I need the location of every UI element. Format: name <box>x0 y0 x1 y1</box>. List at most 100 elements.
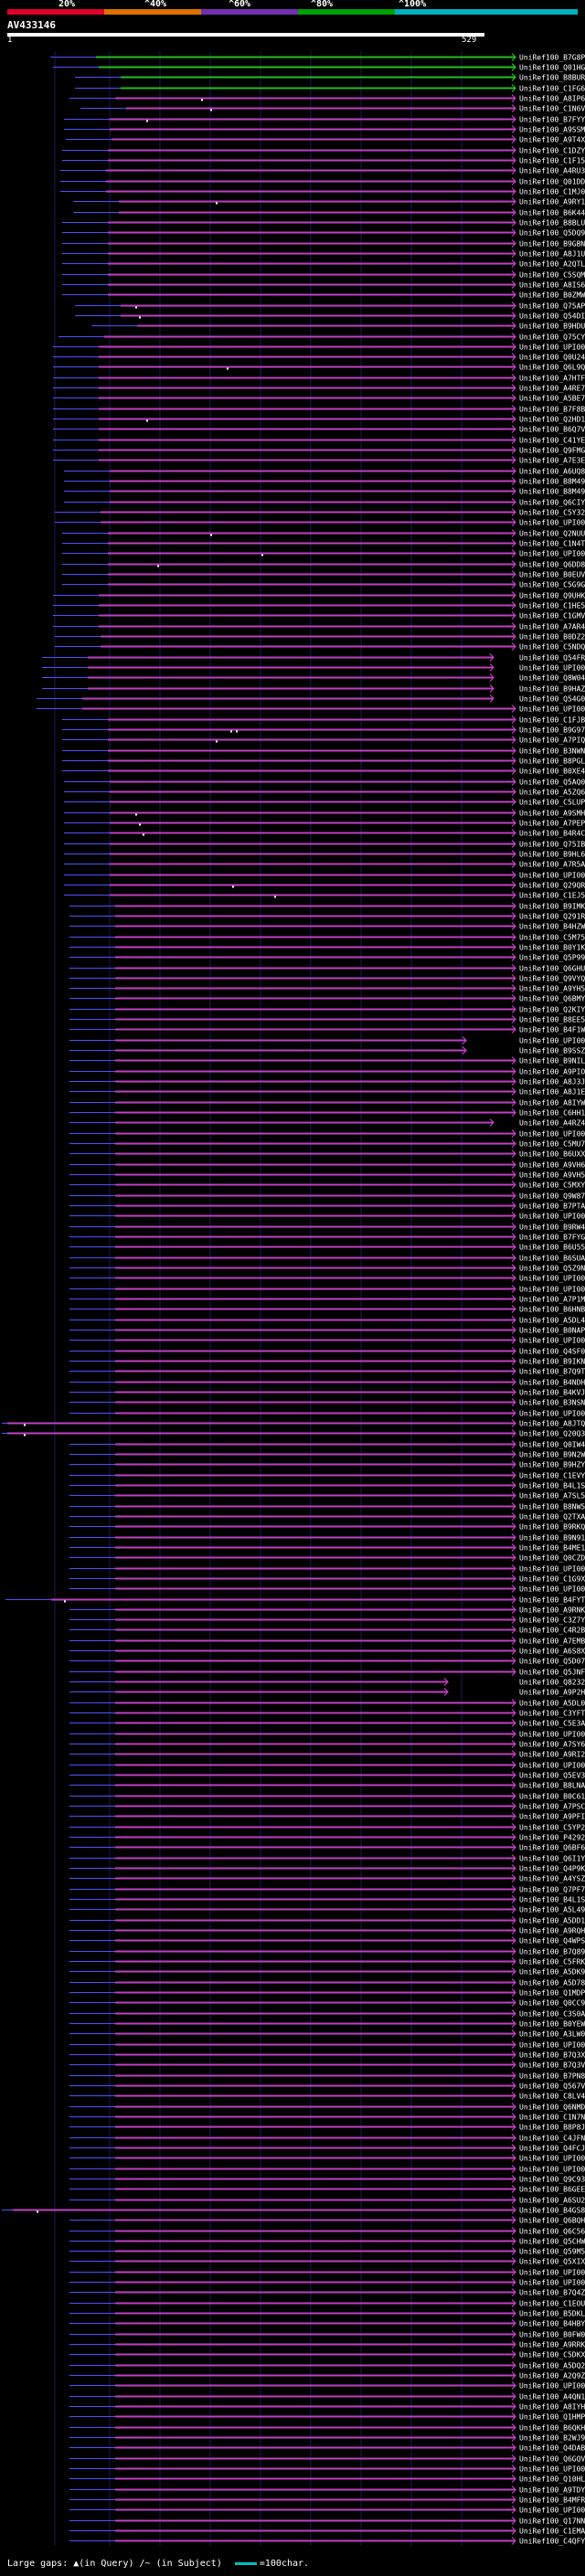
hit-row[interactable]: UniRef100_Q5AQ06 <box>64 778 585 787</box>
hit-row[interactable]: UniRef100_Q5JNF1 <box>69 1668 585 1677</box>
hit-row[interactable]: UniRef100_A9P2H2 <box>69 1688 585 1697</box>
hit-row[interactable]: UniRef100_Q4FCJ3 <box>69 2144 585 2153</box>
hit-label[interactable]: UniRef100_A7E3E9 <box>519 457 585 465</box>
hit-row[interactable]: UniRef100_B9NIL3 <box>69 1056 585 1065</box>
hit-label[interactable]: UniRef100_B9RKQ0 <box>519 1523 585 1532</box>
hit-row[interactable]: UniRef100_A9PFI8 <box>69 1812 585 1821</box>
hit-row[interactable]: UniRef100_Q0U242 <box>53 353 585 362</box>
hit-label[interactable]: UniRef100_Q29QR0 <box>519 882 585 890</box>
hit-label[interactable]: UniRef100_C5M751 <box>519 934 585 942</box>
hit-label[interactable]: UniRef100_B6U552 <box>519 1244 585 1252</box>
hit-row[interactable]: UniRef100_UPI000... <box>69 2465 585 2474</box>
hit-label[interactable]: UniRef100_UPI000... <box>519 1337 585 1345</box>
hit-row[interactable]: UniRef100_Q01HG9 <box>53 63 585 72</box>
hit-label[interactable]: UniRef100_A7PEP1 <box>519 820 585 828</box>
hit-label[interactable]: UniRef100_A9SSM1 <box>519 126 585 134</box>
hit-row[interactable]: UniRef100_C5FRK2 <box>69 1957 585 1966</box>
hit-row[interactable]: UniRef100_A5DL48 <box>69 1316 585 1325</box>
hit-label[interactable]: UniRef100_Q5EV3 <box>519 1772 585 1780</box>
hit-label[interactable]: UniRef100_B0ZMW0 <box>519 292 585 300</box>
hit-label[interactable]: UniRef100_B9GBN0 <box>519 240 585 249</box>
hit-row[interactable]: UniRef100_A5DD12 <box>69 1916 585 1925</box>
hit-label[interactable]: UniRef100_A6UQ86 <box>519 468 585 476</box>
hit-label[interactable]: UniRef100_Q5JNF1 <box>519 1669 585 1677</box>
hit-row[interactable]: UniRef100_B9GBN0 <box>62 239 585 249</box>
hit-label[interactable]: UniRef100_B3NSN7 <box>519 1399 585 1407</box>
hit-label[interactable]: UniRef100_B6QKH8 <box>519 2424 585 2433</box>
hit-label[interactable]: UniRef100_Q567V2 <box>519 2083 585 2091</box>
hit-label[interactable]: UniRef100_B0YEW3 <box>519 2020 585 2029</box>
hit-row[interactable]: UniRef100_B9SSZ5 <box>69 1046 585 1055</box>
hit-label[interactable]: UniRef100_A4RZ42 <box>519 1119 585 1128</box>
hit-row[interactable]: UniRef100_Q1HMP0 <box>69 2412 585 2422</box>
hit-row[interactable]: UniRef100_Q6GQV7 <box>69 2454 585 2464</box>
hit-row[interactable]: UniRef100_Q54FR4 <box>42 653 585 663</box>
hit-row[interactable]: UniRef100_B0FW09 <box>69 2330 585 2339</box>
hit-label[interactable]: UniRef100_A5DQ28 <box>519 2362 585 2370</box>
hit-label[interactable]: UniRef100_B9N2W5 <box>519 1451 585 1459</box>
hit-label[interactable]: UniRef100_A5BE71 <box>519 395 585 403</box>
hit-label[interactable]: UniRef100_B4FYT6 <box>519 1596 585 1605</box>
hit-row[interactable]: UniRef100_C4QFY2 <box>69 2537 585 2546</box>
hit-row[interactable]: UniRef100_Q4SF06 <box>69 1347 585 1356</box>
hit-label[interactable]: UniRef100_UPI000... <box>519 2279 585 2287</box>
hit-label[interactable]: UniRef100_C5LUP9 <box>519 799 585 807</box>
hit-label[interactable]: UniRef100_Q75IB3 <box>519 841 585 849</box>
hit-row[interactable]: UniRef100_B4HBY0 <box>69 2319 585 2328</box>
hit-label[interactable]: UniRef100_Q6NMD9 <box>519 2104 585 2112</box>
hit-label[interactable]: UniRef100_A6SU23 <box>519 2197 585 2205</box>
hit-row[interactable]: UniRef100_A4QN12 <box>69 2392 585 2401</box>
hit-row[interactable]: UniRef100_UPI000... <box>69 1564 585 1574</box>
hit-row[interactable]: UniRef100_A2Q9Z7 <box>69 2371 585 2380</box>
hit-row[interactable]: UniRef100_UPI000... <box>69 2041 585 2050</box>
hit-row[interactable]: UniRef100_Q8W047 <box>42 673 585 683</box>
hit-row[interactable]: UniRef100_Q54DI9 <box>75 312 585 321</box>
hit-label[interactable]: UniRef100_C1F153 <box>519 157 585 165</box>
hit-label[interactable]: UniRef100_Q8W047 <box>519 674 585 683</box>
hit-label[interactable]: UniRef100_C1EMA7 <box>519 2528 585 2536</box>
hit-label[interactable]: UniRef100_A3LW00 <box>519 2030 585 2039</box>
hit-row[interactable]: UniRef100_B4MFR5 <box>69 2496 585 2505</box>
hit-row[interactable]: UniRef100_A7SY63 <box>69 1740 585 1749</box>
hit-row[interactable]: UniRef100_UPI000... <box>69 2154 585 2163</box>
hit-row[interactable]: UniRef100_A8IYH3 <box>69 2402 585 2412</box>
hit-row[interactable]: UniRef100_C5LUP9 <box>64 798 585 807</box>
hit-row[interactable]: UniRef100_B6HNB1 <box>69 1305 585 1314</box>
hit-label[interactable]: UniRef100_Q10HL4 <box>519 2475 585 2484</box>
hit-label[interactable]: UniRef100_A7R5A0 <box>519 861 585 869</box>
hit-row[interactable]: UniRef100_B7PN88 <box>69 2072 585 2081</box>
hit-row[interactable]: UniRef100_UPI000... <box>69 1409 585 1418</box>
hit-row[interactable]: UniRef100_C41YE0 <box>53 436 585 445</box>
hit-row[interactable]: UniRef100_Q6L9Q1 <box>53 363 585 372</box>
hit-label[interactable]: UniRef100_A9VH62 <box>519 1161 585 1170</box>
hit-row[interactable]: UniRef100_Q0CC90 <box>69 1998 585 2008</box>
hit-row[interactable]: UniRef100_A8IS66 <box>62 281 585 290</box>
hit-row[interactable]: UniRef100_B8EE52 <box>69 1015 585 1024</box>
hit-label[interactable]: UniRef100_B8PGL5 <box>519 758 585 766</box>
hit-row[interactable]: UniRef100_Q82324 <box>69 1678 585 1687</box>
hit-row[interactable]: UniRef100_UPI000... <box>69 1285 585 1294</box>
hit-row[interactable]: UniRef100_C3YFT9 <box>69 1709 585 1718</box>
hit-label[interactable]: UniRef100_C1EJ54 <box>519 892 585 900</box>
hit-row[interactable]: UniRef100_B7Q896 <box>69 1947 585 1956</box>
hit-label[interactable]: UniRef100_Q5XIX2 <box>519 2258 585 2266</box>
hit-row[interactable]: UniRef100_Q20Q39 <box>2 1429 585 1438</box>
hit-label[interactable]: UniRef100_P42925 <box>519 1834 585 1842</box>
hit-row[interactable]: UniRef100_B7PTA6 <box>69 1202 585 1211</box>
hit-label[interactable]: UniRef100_Q54G00 <box>519 695 585 704</box>
hit-row[interactable]: UniRef100_Q9UHK7 <box>53 591 585 600</box>
hit-label[interactable]: UniRef100_B6UXX2 <box>519 1150 585 1159</box>
hit-label[interactable]: UniRef100_B7G8P1 <box>519 54 585 62</box>
hit-label[interactable]: UniRef100_A8IS66 <box>519 281 585 290</box>
hit-row[interactable]: UniRef100_B4L1S4 <box>69 1895 585 1904</box>
hit-row[interactable]: UniRef100_B6SUA8 <box>69 1254 585 1263</box>
hit-row[interactable]: UniRef100_A8JTQ9 <box>2 1419 585 1428</box>
hit-label[interactable]: UniRef100_UPI000... <box>519 550 585 558</box>
hit-row[interactable]: UniRef100_C1HE51 <box>53 601 585 610</box>
hit-label[interactable]: UniRef100_B2WJ91 <box>519 2434 585 2443</box>
hit-label[interactable]: UniRef100_Q5Z9N1 <box>519 1265 585 1273</box>
hit-label[interactable]: UniRef100_B9SSZ5 <box>519 1047 585 1055</box>
hit-row[interactable]: UniRef100_B7FYG9 <box>69 1233 585 1242</box>
hit-label[interactable]: UniRef100_UPI000... <box>519 1037 585 1045</box>
hit-label[interactable]: UniRef100_Q6I1Y8 <box>519 1855 585 1863</box>
